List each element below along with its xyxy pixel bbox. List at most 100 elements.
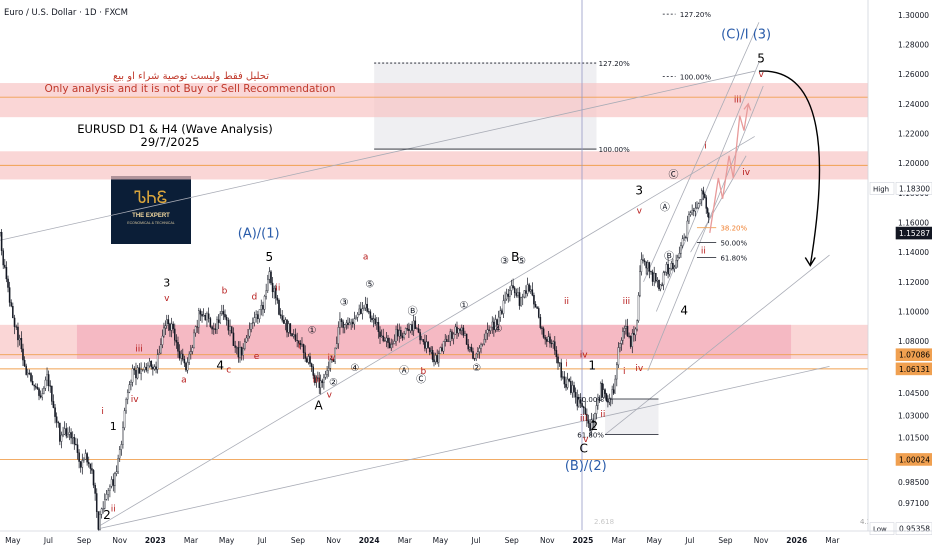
price-candle <box>692 210 695 212</box>
wave-label: ④ <box>350 363 359 374</box>
price-candle <box>209 318 212 327</box>
price-candle <box>222 311 225 315</box>
price-candle <box>245 337 248 343</box>
price-candle <box>286 319 288 333</box>
price-candle <box>475 353 477 359</box>
price-tag-box <box>895 182 932 195</box>
price-candle <box>411 324 413 331</box>
price-candle <box>81 460 84 468</box>
price-candle <box>169 323 171 331</box>
price-candle <box>298 340 300 344</box>
wave-label: ii <box>275 284 280 294</box>
price-candle <box>65 428 68 437</box>
price-candle <box>201 314 203 317</box>
price-candle <box>258 309 261 320</box>
price-candle <box>109 486 111 491</box>
price-tag-caption: High <box>873 185 889 193</box>
price-candle <box>570 381 572 393</box>
price-candle <box>589 423 591 431</box>
price-candle <box>425 341 428 349</box>
price-tag-caption-box <box>869 182 895 195</box>
price-candle <box>597 398 599 406</box>
price-candle <box>329 359 332 369</box>
fib-label: 50.00% <box>720 240 747 248</box>
price-candle <box>496 319 498 325</box>
price-tick: 1.26000 <box>898 70 929 79</box>
wave-label: d <box>252 293 258 303</box>
wave-label: 5 <box>266 250 274 264</box>
price-candle <box>73 437 76 445</box>
price-candle <box>255 314 257 318</box>
price-candle <box>497 316 500 325</box>
price-candle <box>526 284 529 294</box>
price-tag-box <box>895 522 932 535</box>
price-candle <box>49 385 52 387</box>
price-candle <box>680 245 682 254</box>
price-candle <box>645 261 647 269</box>
price-candle <box>260 305 263 310</box>
price-candle <box>150 360 153 368</box>
price-tick: 1.01500 <box>898 434 929 443</box>
price-candle <box>153 366 156 370</box>
price-candle <box>332 359 335 362</box>
price-candle <box>126 392 129 400</box>
price-candle <box>202 314 205 317</box>
time-tick: Sep <box>718 536 732 545</box>
wave-label: 1 <box>110 420 117 433</box>
price-candle <box>178 351 181 359</box>
price-candle <box>224 314 226 318</box>
price-candle <box>221 311 223 314</box>
price-candle <box>51 385 53 402</box>
price-candle <box>294 334 297 341</box>
price-candle <box>465 333 468 345</box>
time-axis[interactable] <box>0 531 868 550</box>
price-candle <box>353 318 356 325</box>
low-marker: 4.2 <box>860 518 871 526</box>
price-candle <box>361 308 364 314</box>
price-candle <box>493 321 495 330</box>
price-candle <box>626 326 629 337</box>
price-candle <box>451 331 453 339</box>
price-candle <box>434 355 437 363</box>
wave-label: a <box>181 376 187 386</box>
wave-label: 3 <box>635 183 643 197</box>
price-tag-text: 1.18300 <box>899 184 930 193</box>
price-candle <box>494 319 497 330</box>
price-candle <box>340 319 343 323</box>
price-candle <box>265 290 267 297</box>
price-candle <box>707 212 710 218</box>
price-candle <box>244 341 246 349</box>
wave-label: Ⓑ <box>408 305 418 317</box>
logo-name: THE EXPERT <box>132 213 170 219</box>
wave-label: iv <box>131 395 140 405</box>
price-candle <box>284 319 287 324</box>
price-candle <box>185 362 187 371</box>
price-candle <box>642 259 644 261</box>
price-candle <box>170 323 173 331</box>
wave-label: ④ <box>494 324 503 335</box>
price-candle <box>481 343 484 345</box>
price-candle <box>599 383 602 401</box>
wave-label: i <box>101 407 104 417</box>
price-candle <box>46 374 48 381</box>
price-candle <box>100 508 103 515</box>
price-candle <box>697 203 700 208</box>
price-candle <box>612 389 615 394</box>
price-candle <box>486 329 489 334</box>
price-candle <box>31 381 34 386</box>
fib-watermark: 2.618 <box>594 518 614 526</box>
price-candle <box>41 393 43 398</box>
wave-label: iv <box>635 364 644 374</box>
price-candle <box>398 330 401 337</box>
price-axis[interactable] <box>868 0 932 550</box>
price-candle <box>590 419 593 431</box>
price-candle <box>390 344 393 349</box>
price-candle <box>59 422 61 442</box>
price-candle <box>501 310 503 314</box>
price-candle <box>477 351 479 355</box>
price-candle <box>331 359 333 361</box>
price-candle <box>417 328 420 333</box>
price-candle <box>513 287 516 294</box>
